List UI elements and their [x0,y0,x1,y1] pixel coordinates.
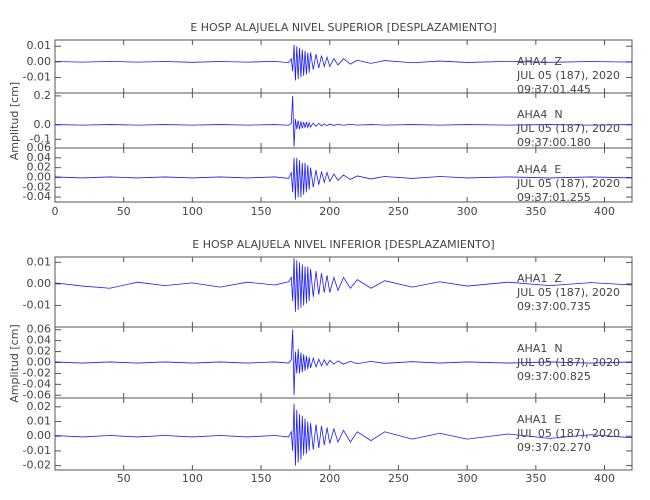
y-tick-label: -0.04 [23,377,51,390]
y-tick-label: 0.06 [27,323,52,336]
waveform [54,44,633,81]
y-tick-label: -0.01 [23,70,51,83]
date-label: JUL 05 (187), 2020 [516,286,620,299]
y-tick-label: 0.04 [27,334,52,347]
y-tick-label: -0.02 [23,459,51,472]
x-tick-label: 150 [251,205,272,218]
x-tick-label: 250 [388,205,409,218]
y-tick-label: -0.02 [23,366,51,379]
time-label: 09:37:00.735 [517,300,591,313]
y-tick-label: 0.06 [27,141,52,154]
station-label: AHA4 N [517,108,563,121]
y-tick-label: 0.00 [27,429,52,442]
x-tick-label: 200 [319,205,340,218]
x-tick-label: 200 [319,472,340,485]
time-label: 09:37:00.825 [517,370,591,383]
date-label: JUL 05 (187), 2020 [516,427,620,440]
waveform [54,403,633,466]
x-tick-label: 400 [594,472,615,485]
waveform [54,157,633,200]
station-label: AHA1 E [517,413,561,426]
x-tick-label: 350 [525,472,546,485]
panel-frame [54,397,633,471]
date-label: JUL 05 (187), 2020 [516,177,620,190]
waveform [54,329,633,396]
y-tick-label: 0.2 [34,89,52,102]
x-tick-label: 150 [251,472,272,485]
y-axis-label: Amplitud [cm] [8,324,21,402]
waveform [54,95,633,147]
date-label: JUL 05 (187), 2020 [516,122,620,135]
y-tick-label: 0.01 [27,415,52,428]
panel-frame [54,147,633,203]
y-tick-label: 0.0 [34,118,52,131]
x-tick-label: 0 [52,205,59,218]
y-tick-label: -0.01 [23,444,51,457]
x-tick-label: 300 [457,205,478,218]
y-tick-label: 0.04 [27,151,52,164]
x-tick-label: 250 [388,472,409,485]
x-tick-label: 100 [182,205,203,218]
chart-title: E HOSP ALAJUELA NIVEL SUPERIOR [DESPLAZA… [190,21,496,34]
station-label: AHA4 E [517,163,561,176]
y-tick-label: 0.02 [27,161,52,174]
y-axis-label: Amplitud [cm] [8,82,21,160]
station-label: AHA1 N [517,342,563,355]
x-tick-label: 100 [182,472,203,485]
y-tick-label: -0.02 [23,180,51,193]
y-tick-label: 0.00 [27,356,52,369]
y-tick-label: 0.00 [27,55,52,68]
y-tick-label: -0.06 [23,388,51,401]
y-tick-label: 0.02 [27,400,52,413]
x-tick-label: 350 [525,205,546,218]
time-label: 09:37:02.270 [517,441,591,454]
station-label: AHA1 Z [517,272,562,285]
date-label: JUL 05 (187), 2020 [516,356,620,369]
y-tick-label: 0.02 [27,345,52,358]
x-tick-label: 50 [117,472,131,485]
y-tick-label: -0.04 [23,190,51,203]
y-tick-label: 0.01 [27,255,52,268]
chart-title: E HOSP ALAJUELA NIVEL INFERIOR [DESPLAZA… [192,238,494,251]
x-tick-label: 300 [457,472,478,485]
date-label: JUL 05 (187), 2020 [516,69,620,82]
time-label: 09:37:00.180 [517,136,591,149]
y-tick-label: -0.01 [23,298,51,311]
station-label: AHA4 Z [517,55,562,68]
time-label: 09:37:01.445 [517,83,591,96]
y-tick-label: 0.01 [27,39,52,52]
y-tick-label: -0.1 [30,132,51,145]
y-tick-label: 0.00 [27,277,52,290]
x-tick-label: 400 [594,205,615,218]
waveform [54,258,633,312]
x-tick-label: 50 [117,205,131,218]
time-label: 09:37:01.255 [517,191,591,204]
y-tick-label: 0.00 [27,170,52,183]
